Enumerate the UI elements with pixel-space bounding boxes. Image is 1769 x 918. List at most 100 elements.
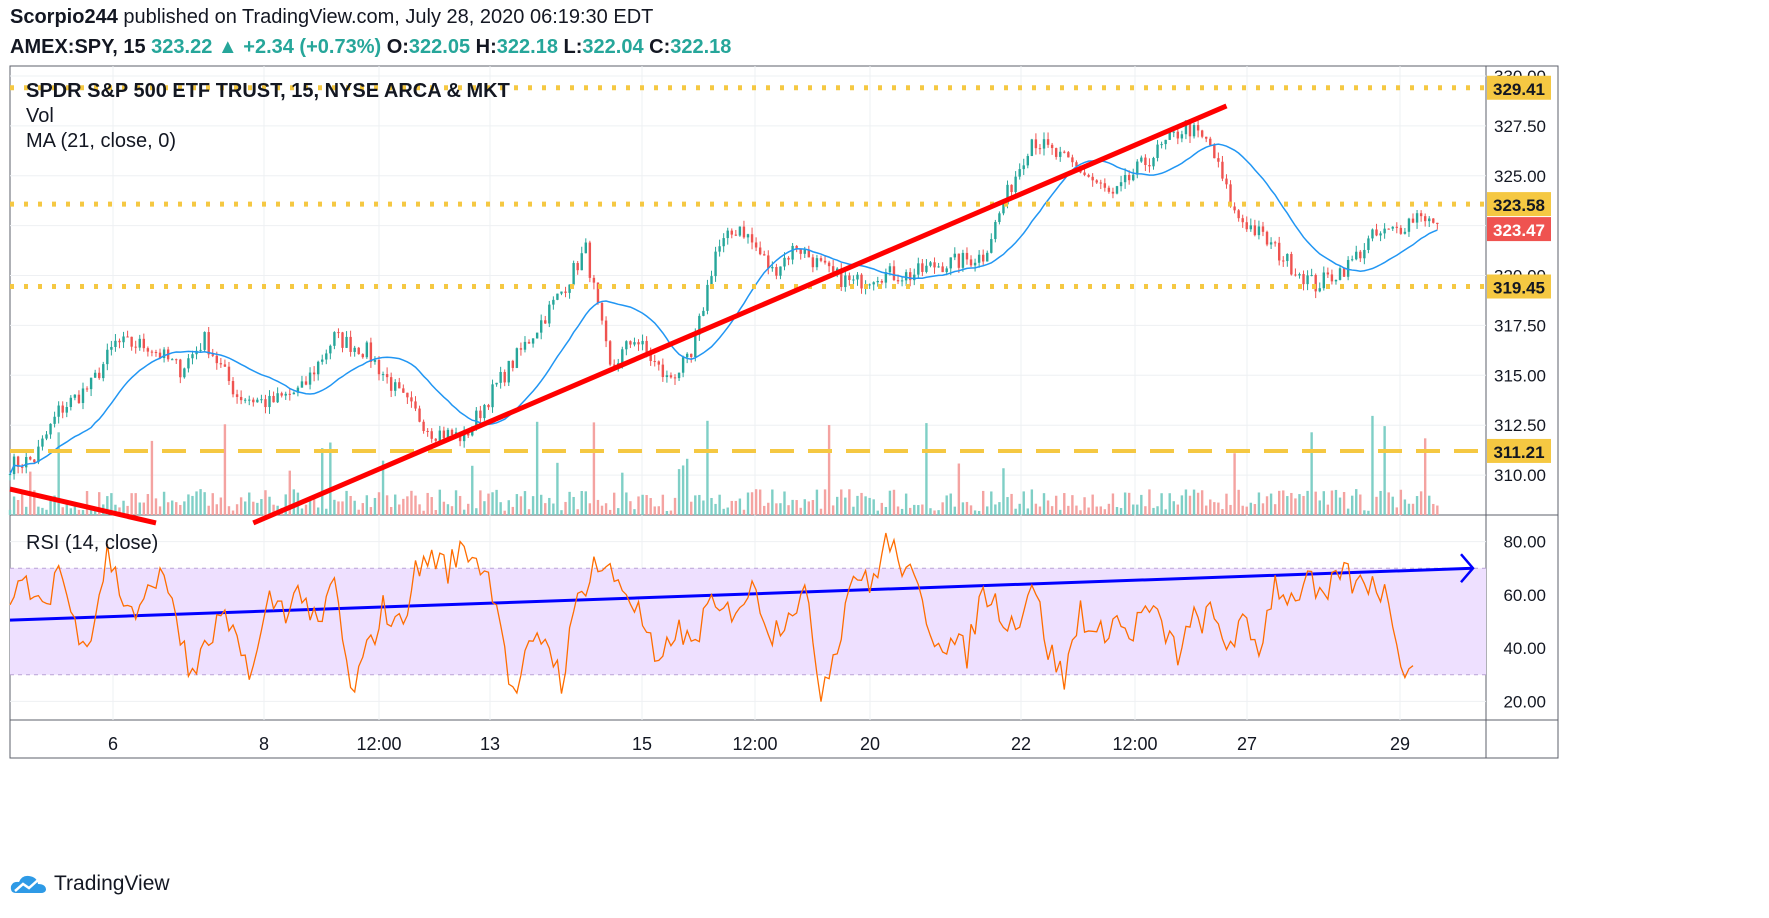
volume-bar [568,491,571,515]
volume-bar [256,502,259,515]
candle-body [783,257,786,267]
candle-body [81,388,85,404]
volume-bar [1136,504,1139,515]
candle-body [1184,120,1188,135]
author-name[interactable]: Scorpio244 [10,6,118,28]
volume-bar [406,496,409,515]
trendlines[interactable] [9,103,1475,622]
candle-body [1160,144,1163,146]
x-tick-label: 6 [108,734,118,754]
volume-bar [608,509,612,515]
volume-bar [1241,505,1244,515]
candle-body [572,263,575,285]
candle-body [1172,131,1175,133]
volume-bar [426,492,429,515]
volume-bar [20,493,24,515]
candle-body [248,399,251,401]
candle-body [876,280,879,283]
volume-bar [811,500,815,515]
volume-bar [495,489,498,515]
candle-body [479,410,482,419]
candle-body [61,405,64,413]
volume-bar [1383,426,1386,515]
candle-body [840,268,843,288]
volume-bar [357,509,360,515]
candle-body [1022,165,1025,170]
y-tick-label: 327.50 [1494,117,1546,136]
volume-bar [827,425,831,515]
volume-bar [61,507,64,515]
volume-bar [527,509,531,515]
volume-bar [503,510,506,515]
volume-bar [1367,510,1370,515]
candle-body [252,399,255,403]
volume-bar [1156,506,1159,515]
candle-body [868,284,871,286]
volume-bar [1375,496,1378,515]
volume-bar [1026,508,1029,515]
candle-body [1338,268,1342,280]
volume-bar [1042,493,1046,515]
candle-body [373,359,377,362]
volume-bar [612,492,616,515]
volume-bar [973,510,977,515]
candle-body [1152,157,1155,167]
volume-bar [1350,495,1354,515]
volume-bar [1318,500,1321,515]
candle-body [552,299,555,305]
candle-body [1213,145,1216,159]
volume-bar [304,504,308,515]
tradingview-brand[interactable]: TradingView [10,872,170,896]
candle-body [1334,279,1338,282]
volume-bar [1200,490,1204,515]
volume-bar [1111,493,1115,515]
candle-body [986,252,989,262]
volume-bar [1054,495,1058,515]
candle-body [994,222,997,240]
candle-body [292,392,296,395]
x-tick-label: 27 [1237,734,1257,754]
candle-body [998,213,1001,223]
volume-bar [1213,502,1216,515]
y-tick-label: 317.50 [1494,316,1546,335]
candle-body [385,374,389,378]
volume-bar [12,496,16,515]
candle-body [592,277,596,283]
candle-body [1391,226,1394,229]
volume-bar [1099,506,1102,515]
candle-body [625,341,628,350]
candle-body [763,254,766,256]
volume-bar [292,489,296,515]
candle-body [730,230,733,235]
candle-body [77,394,81,404]
volume-bar [548,497,551,515]
candle-body [1200,130,1204,137]
volume-bar [122,500,125,515]
candle-body [1148,165,1151,167]
volume-bar [85,491,89,515]
volume-bar [1423,438,1427,515]
support-levels[interactable] [10,85,1486,453]
volume-bar [341,501,344,515]
candle-body [548,304,551,324]
volume-bar [876,510,879,515]
volume-bar [511,506,515,515]
volume-bar [1006,497,1009,515]
volume-bar [365,495,369,515]
candle-body [1192,125,1196,137]
candle-body [438,430,442,441]
candle-body [957,253,961,268]
volume-bar [325,508,328,515]
volume-bar [162,491,166,515]
volume-bar [840,489,843,515]
candle-body [933,262,936,268]
volume-bar [98,492,101,515]
candle-body [1273,242,1277,244]
candle-body [1253,225,1257,236]
candle-body [742,226,746,238]
candle-body [1229,184,1232,207]
volume-bar [998,502,1001,515]
volume-bar [1192,489,1196,515]
candle-body [564,291,567,293]
